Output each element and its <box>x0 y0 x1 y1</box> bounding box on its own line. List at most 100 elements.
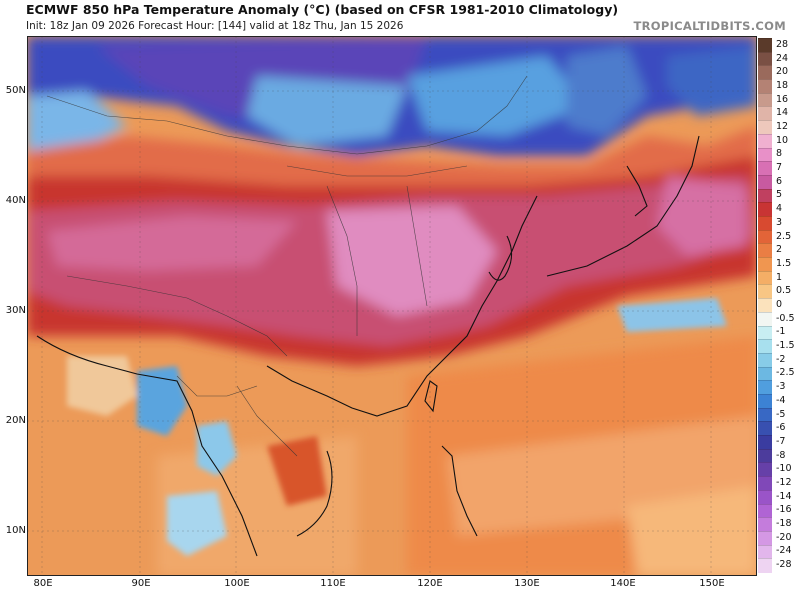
colorbar-swatch <box>758 243 772 259</box>
colorbar-label: 14 <box>776 107 789 119</box>
lat-label-10n: 10N <box>5 525 26 536</box>
brand-watermark: TROPICALTIDBITS.COM <box>633 19 786 33</box>
colorbar-label: 20 <box>776 66 789 78</box>
colorbar-label: -8 <box>776 449 786 461</box>
colorbar-swatch <box>758 161 772 176</box>
lat-label-50n: 50N <box>5 85 26 96</box>
lon-label-90e: 90E <box>131 578 151 589</box>
colorbar-label: -10 <box>776 463 792 475</box>
colorbar-swatch <box>758 489 772 505</box>
colorbar-swatch <box>758 284 772 300</box>
lat-label-20n: 20N <box>5 415 26 426</box>
colorbar-swatch <box>758 311 772 327</box>
colorbar-swatch <box>758 503 772 519</box>
colorbar-swatch <box>758 339 772 354</box>
colorbar-swatch <box>758 79 772 94</box>
colorbar-label: 0 <box>776 299 783 310</box>
colorbar-swatch <box>758 38 772 53</box>
colorbar-swatch <box>758 51 772 67</box>
colorbar-label: -2 <box>776 353 786 365</box>
colorbar-label: -18 <box>776 518 792 530</box>
colorbar-swatch <box>758 352 772 368</box>
colorbar-label: 12 <box>776 121 789 132</box>
lon-label-120e: 120E <box>417 578 443 589</box>
colorbar-swatch <box>758 407 772 423</box>
colorbar-swatch <box>758 257 772 272</box>
coastlines <box>36 135 700 557</box>
colorbar-swatch <box>758 394 772 409</box>
colorbar-swatch <box>758 421 772 437</box>
colorbar-swatch <box>758 380 772 395</box>
colorbar-label: 16 <box>776 93 789 105</box>
colorbar-label: 5 <box>776 189 783 201</box>
colorbar-label: -16 <box>776 504 792 516</box>
lon-label-140e: 140E <box>610 578 636 589</box>
colorbar-swatch <box>758 106 772 122</box>
map-title: ECMWF 850 hPa Temperature Anomaly (°C) (… <box>26 2 619 17</box>
colorbar-swatch <box>758 435 772 450</box>
colorbar-label: 1.5 <box>776 257 792 269</box>
colorbar-label: 10 <box>776 134 789 146</box>
grid-lines <box>27 36 757 576</box>
anomaly-map <box>27 36 757 576</box>
colorbar-label: -20 <box>776 531 792 543</box>
colorbar-swatch <box>758 530 772 546</box>
colorbar-label: -7 <box>776 435 786 447</box>
lon-label-130e: 130E <box>514 578 540 589</box>
colorbar-label: 6 <box>776 175 783 187</box>
colorbar-label: 8 <box>776 148 783 160</box>
lat-label-40n: 40N <box>5 195 26 206</box>
colorbar-label: -6 <box>776 422 786 434</box>
colorbar-swatch <box>758 174 772 190</box>
colorbar-label: 18 <box>776 79 789 91</box>
colorbar-swatch <box>758 270 772 286</box>
colorbar-swatch <box>758 216 772 231</box>
colorbar-swatch <box>758 517 772 532</box>
colorbar-swatch <box>758 202 772 217</box>
colorbar-swatch <box>758 544 772 560</box>
colorbar-legend: 28 24 20 18 16 14 12 10 8 7 6 5 4 3 2.5 2 1.5 1 0.5 0 -0.5 -1… <box>758 38 800 573</box>
colorbar-label: -1.5 <box>776 340 795 352</box>
colorbar-label: 1 <box>776 271 783 283</box>
colorbar-label: 2.5 <box>776 230 792 242</box>
lon-label-80e: 80E <box>33 578 53 589</box>
colorbar-label: -3 <box>776 381 786 393</box>
colorbar-label: 4 <box>776 203 783 215</box>
colorbar-label: -24 <box>776 545 792 557</box>
colorbar-swatch <box>758 366 772 382</box>
colorbar-swatch <box>758 298 772 313</box>
colorbar-label: 3 <box>776 216 783 228</box>
colorbar-label: 28 <box>776 38 789 50</box>
colorbar-swatch <box>758 65 772 81</box>
colorbar-label: 2 <box>776 244 783 256</box>
colorbar-label: -0.5 <box>776 312 795 324</box>
colorbar-swatch <box>758 92 772 108</box>
colorbar-swatch <box>758 147 772 163</box>
lat-label-30n: 30N <box>5 305 26 316</box>
lon-label-150e: 150E <box>699 578 725 589</box>
colorbar-label: -5 <box>776 408 786 420</box>
colorbar-swatch <box>758 448 772 464</box>
colorbar-swatch <box>758 476 772 491</box>
colorbar-label: -2.5 <box>776 367 795 379</box>
colorbar-label: 7 <box>776 162 783 174</box>
colorbar-swatch <box>758 462 772 478</box>
colorbar-swatch <box>758 558 772 573</box>
colorbar-label: -12 <box>776 477 792 488</box>
colorbar-swatch <box>758 325 772 341</box>
colorbar-label: -4 <box>776 394 786 406</box>
colorbar-swatch <box>758 188 772 204</box>
colorbar-swatch <box>758 120 772 135</box>
colorbar-label: 24 <box>776 52 789 64</box>
borders <box>46 75 528 457</box>
colorbar-label: -28 <box>776 559 792 571</box>
map-canvas <box>27 36 757 576</box>
colorbar-label: 0.5 <box>776 285 792 297</box>
header: ECMWF 850 hPa Temperature Anomaly (°C) (… <box>0 0 800 36</box>
lon-label-110e: 110E <box>320 578 346 589</box>
colorbar-label: -14 <box>776 490 792 502</box>
lon-label-100e: 100E <box>224 578 250 589</box>
colorbar-swatch <box>758 133 772 149</box>
colorbar-label: -1 <box>776 326 786 338</box>
forecast-info: Init: 18z Jan 09 2026 Forecast Hour: [14… <box>26 20 404 32</box>
